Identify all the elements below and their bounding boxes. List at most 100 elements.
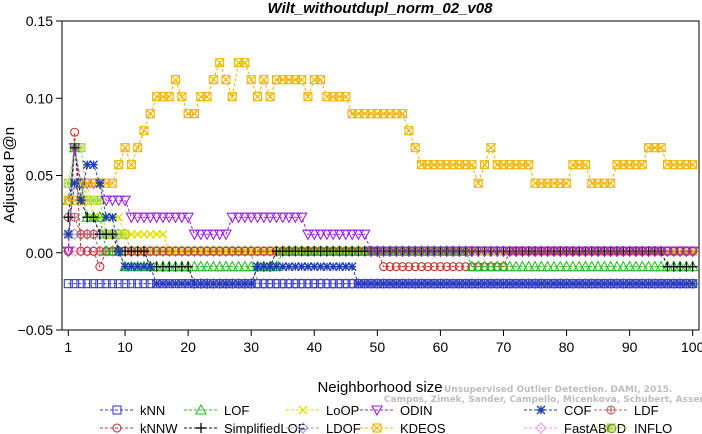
- point-cof: [562, 279, 572, 289]
- point-knn: [435, 279, 445, 289]
- point-odin: [491, 246, 504, 258]
- series-simplifiedlof: [63, 142, 698, 289]
- point-knnw: [170, 246, 181, 256]
- point-odin: [667, 246, 680, 258]
- point-kdeos: [139, 126, 149, 136]
- point-knn: [448, 279, 458, 289]
- point-odin: [642, 246, 655, 258]
- point-cof: [284, 262, 294, 272]
- point-cof: [265, 262, 275, 272]
- point-knn: [662, 279, 673, 289]
- legend-label: INFLO: [634, 421, 672, 434]
- point-knn: [625, 279, 635, 289]
- point-odin: [680, 246, 693, 258]
- point-lof: [100, 245, 113, 256]
- point-knn: [95, 279, 105, 289]
- point-knnw: [196, 246, 206, 256]
- point-cof: [467, 279, 477, 289]
- point-odin: [138, 212, 150, 224]
- point-odin: [339, 229, 352, 241]
- point-kdeos: [524, 160, 534, 170]
- point-kdeos: [240, 58, 250, 68]
- point-cof: [335, 262, 344, 272]
- point-lof: [566, 260, 579, 272]
- point-knn: [681, 279, 691, 289]
- point-knn: [568, 279, 578, 289]
- point-cof: [492, 279, 502, 289]
- point-knn: [271, 279, 281, 289]
- point-kdeos: [486, 143, 496, 153]
- point-kdeos: [227, 92, 237, 102]
- point-odin: [207, 229, 220, 241]
- point-knn: [259, 279, 269, 289]
- point-lof: [220, 260, 232, 272]
- point-odin: [68, 143, 81, 154]
- point-kdeos: [259, 75, 269, 85]
- point-cof: [303, 262, 313, 272]
- point-lof: [636, 260, 649, 272]
- watermark-line-2: Campos, Zimek, Sander, Campello, Micenko…: [384, 395, 702, 405]
- point-lof: [484, 260, 497, 272]
- point-odin: [585, 246, 598, 258]
- point-odin: [447, 246, 459, 258]
- point-knn: [70, 279, 80, 289]
- series-line-loop: [67, 182, 693, 252]
- point-odin: [440, 246, 453, 258]
- point-knn: [429, 279, 439, 289]
- point-cof: [612, 279, 622, 289]
- point-knnw: [234, 246, 244, 256]
- point-knn: [189, 279, 199, 289]
- point-cof: [183, 279, 193, 289]
- point-lof: [554, 260, 567, 272]
- x-tick-label: 70: [496, 339, 512, 355]
- point-odin: [302, 229, 314, 241]
- point-odin: [522, 246, 535, 258]
- point-knn: [549, 279, 559, 289]
- point-lof: [541, 260, 554, 272]
- point-cof: [473, 279, 483, 289]
- point-lof: [535, 260, 548, 272]
- point-odin: [529, 246, 541, 258]
- point-knn: [341, 279, 351, 289]
- point-kdeos: [107, 178, 118, 188]
- point-knn: [366, 279, 376, 289]
- point-knn: [164, 279, 174, 289]
- point-cof: [517, 279, 527, 289]
- point-cof: [448, 279, 458, 289]
- point-knn: [385, 279, 395, 289]
- point-cof: [202, 279, 212, 289]
- point-cof: [101, 212, 111, 222]
- point-cof: [107, 212, 117, 222]
- point-kdeos: [297, 75, 307, 85]
- point-odin: [327, 229, 340, 241]
- point-odin: [125, 212, 138, 224]
- point-cof: [328, 262, 338, 272]
- point-odin: [371, 246, 384, 258]
- point-odin: [238, 212, 251, 224]
- point-odin: [453, 246, 466, 258]
- point-simplifiedlof: [183, 261, 194, 272]
- point-odin: [232, 212, 245, 224]
- point-kdeos: [341, 92, 351, 102]
- point-knn: [114, 279, 124, 289]
- point-odin: [257, 212, 270, 224]
- axes: 1 10 20 30 40 50 60 70 80 90 100 −0.05 0.00 0.05 0.10 0…: [18, 13, 702, 355]
- point-odin: [466, 246, 478, 258]
- point-knn: [107, 279, 118, 289]
- point-kdeos: [688, 160, 698, 170]
- point-knnw: [246, 246, 256, 256]
- series-odin: [62, 143, 699, 258]
- point-cof: [637, 279, 647, 289]
- point-odin: [365, 246, 377, 258]
- series-line-ldof: [68, 233, 693, 285]
- point-knn: [536, 279, 546, 289]
- point-odin: [390, 246, 403, 258]
- point-knnw: [76, 246, 86, 256]
- point-simplifiedlof: [88, 212, 99, 223]
- point-kdeos: [316, 75, 326, 85]
- point-knnw: [221, 246, 231, 256]
- point-knn: [517, 279, 527, 289]
- point-odin: [169, 212, 182, 224]
- x-tick-label: 60: [433, 339, 449, 355]
- point-knn: [120, 279, 130, 289]
